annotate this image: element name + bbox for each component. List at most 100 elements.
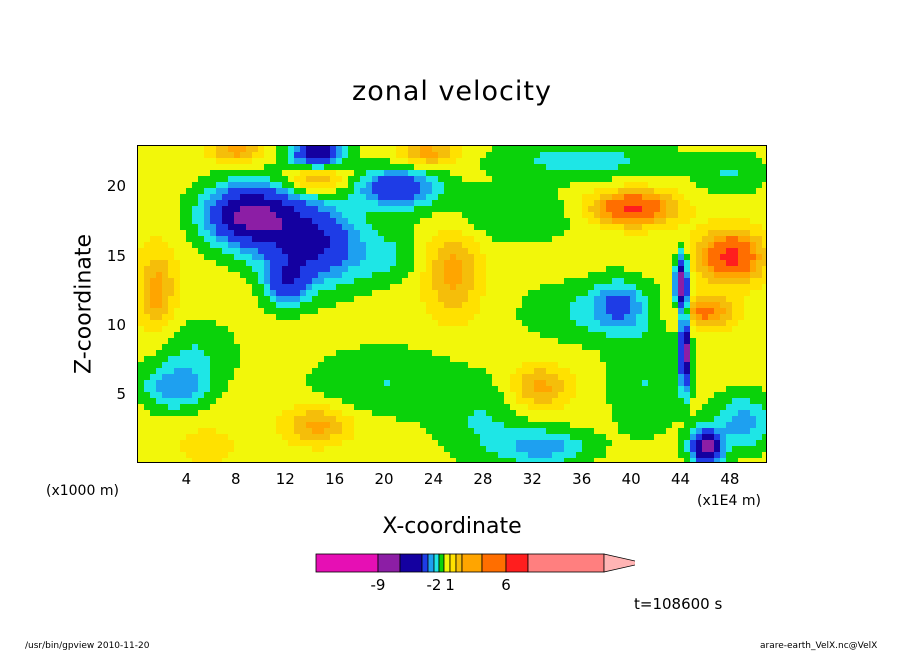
contour-cell [450, 200, 457, 207]
contour-cell [672, 350, 679, 357]
contour-cell [438, 350, 445, 357]
contour-cell [330, 416, 337, 423]
contour-cell [636, 248, 643, 255]
contour-cell [600, 296, 607, 303]
contour-cell [468, 260, 475, 267]
contour-cell [576, 242, 583, 249]
contour-cell [204, 410, 211, 417]
contour-cell [582, 356, 589, 363]
contour-cell [594, 308, 601, 315]
contour-cell [198, 266, 205, 273]
contour-cell [540, 356, 547, 363]
contour-cell [258, 368, 265, 375]
contour-cell [282, 152, 289, 159]
contour-cell [402, 386, 409, 393]
contour-cell [762, 296, 766, 303]
contour-cell [204, 230, 211, 237]
contour-cell [534, 302, 541, 309]
contour-cell [348, 356, 355, 363]
contour-cell [138, 158, 145, 165]
contour-cell [354, 230, 361, 237]
contour-cell [468, 368, 475, 375]
contour-cell [234, 308, 241, 315]
contour-cell [732, 332, 739, 339]
contour-cell [234, 284, 241, 291]
contour-cell [324, 248, 331, 255]
contour-cell [666, 308, 673, 315]
contour-cell [576, 224, 583, 231]
contour-cell [570, 344, 577, 351]
contour-cell [240, 326, 247, 333]
contour-cell [600, 146, 607, 153]
contour-cell [240, 254, 247, 261]
contour-cell [606, 338, 613, 345]
contour-cell [744, 284, 751, 291]
contour-cell [318, 326, 325, 333]
contour-cell [240, 362, 247, 369]
contour-cell [276, 380, 283, 387]
contour-cell [564, 146, 571, 153]
contour-cell [246, 368, 253, 375]
contour-cell [246, 338, 253, 345]
contour-cell [696, 356, 703, 363]
contour-cell [474, 398, 481, 405]
contour-cell [282, 356, 289, 363]
contour-cell [210, 278, 217, 285]
contour-cell [180, 146, 187, 153]
contour-cell [480, 380, 487, 387]
contour-cell [360, 200, 367, 207]
contour-cell [366, 416, 373, 423]
contour-cell [246, 230, 253, 237]
contour-cell [222, 278, 229, 285]
contour-cell [246, 428, 253, 435]
contour-cell [720, 218, 727, 225]
contour-cell [234, 350, 241, 357]
contour-cell [702, 266, 709, 273]
contour-cell [708, 212, 715, 219]
contour-cell [300, 248, 307, 255]
contour-cell [546, 290, 553, 297]
contour-cell [300, 416, 307, 423]
contour-cell [750, 410, 757, 417]
contour-cell [150, 380, 157, 387]
contour-cell [738, 158, 745, 165]
contour-cell [738, 170, 745, 177]
contour-cell [702, 290, 709, 297]
contour-cell [594, 254, 601, 261]
contour-cell [450, 164, 457, 171]
contour-cell [678, 164, 685, 171]
contour-cell [438, 380, 445, 387]
contour-cell [666, 338, 673, 345]
contour-cell [348, 170, 355, 177]
contour-cell [408, 338, 415, 345]
contour-cell [144, 416, 151, 423]
contour-cell [504, 320, 511, 327]
contour-cell [642, 152, 649, 159]
contour-cell [630, 404, 637, 411]
contour-cell [594, 356, 601, 363]
contour-cell [282, 200, 289, 207]
contour-cell [702, 314, 709, 321]
contour-cell [474, 176, 481, 183]
contour-cell [348, 290, 355, 297]
contour-cell [492, 386, 499, 393]
contour-cell [162, 200, 169, 207]
contour-cell [456, 392, 463, 399]
contour-cell [450, 368, 457, 375]
contour-cell [426, 200, 433, 207]
contour-cell [654, 158, 661, 165]
contour-cell [588, 368, 595, 375]
contour-cell [258, 158, 265, 165]
contour-cell [186, 152, 193, 159]
contour-cell [390, 302, 397, 309]
contour-cell [498, 308, 505, 315]
contour-cell [528, 422, 535, 429]
contour-cell [258, 410, 265, 417]
contour-cell [534, 266, 541, 273]
contour-cell [192, 410, 199, 417]
contour-cell [588, 374, 595, 381]
contour-cell [672, 338, 679, 345]
contour-cell [648, 314, 655, 321]
contour-cell [204, 158, 211, 165]
contour-cell [240, 320, 247, 327]
